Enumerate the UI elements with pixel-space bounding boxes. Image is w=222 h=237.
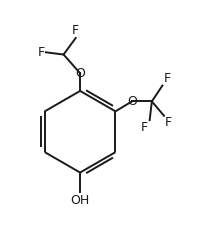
Text: F: F: [163, 72, 170, 85]
Text: F: F: [141, 121, 148, 134]
Text: F: F: [38, 46, 45, 59]
Text: O: O: [75, 67, 85, 80]
Text: O: O: [127, 95, 137, 108]
Text: OH: OH: [71, 193, 90, 206]
Text: F: F: [165, 116, 172, 129]
Text: F: F: [72, 24, 79, 37]
